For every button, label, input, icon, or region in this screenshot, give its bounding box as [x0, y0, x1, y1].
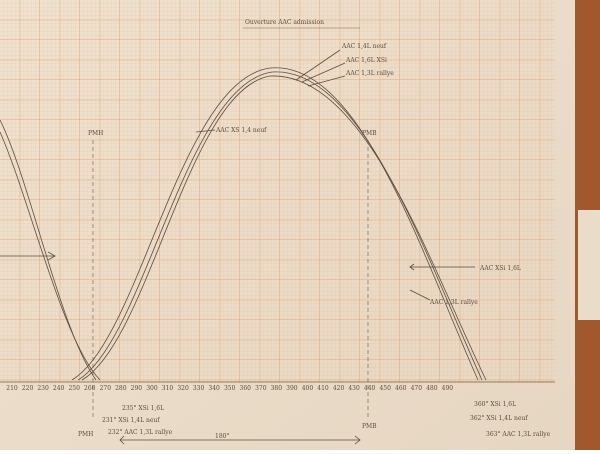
axis-label: 330	[193, 385, 205, 392]
note: 235° XSi 1,6L	[122, 405, 164, 412]
note: 232° AAC 1,3L rallye	[108, 429, 173, 436]
intake-curve	[81, 75, 487, 381]
arrow	[119, 435, 361, 445]
note: 231° XSi 1,4L neuf	[102, 417, 160, 424]
other-sheet	[578, 210, 600, 320]
note: 363° AAC 1,3L rallye	[486, 431, 551, 438]
axis-label: 370	[255, 385, 267, 392]
pmb-label: PMB	[362, 130, 377, 137]
axis-label: 420	[333, 385, 345, 392]
note: 362° XSi 1,4L neuf	[470, 415, 528, 422]
axis-label: 360	[240, 385, 252, 392]
axis-label: 480	[426, 385, 438, 392]
intake-curve	[71, 67, 479, 381]
curve-label: AAC XSi 1,6L	[479, 265, 521, 272]
axis-label: 240	[53, 385, 65, 392]
leader	[409, 289, 431, 301]
pmh-label: PMH	[88, 130, 103, 137]
axis-label: 390	[286, 385, 298, 392]
title: Ouverture AAC admission	[245, 19, 324, 26]
axis-label: 260	[84, 385, 96, 392]
axis-label: 270	[100, 385, 112, 392]
axis-label: 290	[131, 385, 143, 392]
curves	[0, 49, 487, 445]
curve-label: AAC 1,3L rallye	[429, 299, 478, 306]
axis-label: 210	[6, 385, 18, 392]
note: 360° XSi 1,6L	[474, 401, 516, 408]
axis-label: 470	[411, 385, 423, 392]
exhaust-curve	[0, 131, 101, 381]
axis-label: 230	[37, 385, 49, 392]
axis-label: 220	[22, 385, 34, 392]
arrow	[0, 251, 56, 261]
axis-label: 250	[68, 385, 80, 392]
axis-label: 450	[379, 385, 391, 392]
axis-label: 300	[146, 385, 158, 392]
axis-labels: 210 220 230 240 250 260 270 280 290 300 310 320 330 3…	[6, 385, 453, 392]
axis-label: 320	[177, 385, 189, 392]
axis-label: 410	[317, 385, 329, 392]
leader	[195, 49, 346, 133]
graph-grid	[0, 0, 555, 382]
exhaust-curve	[0, 119, 97, 381]
curve-label: AAC 1,4L neuf	[341, 43, 387, 50]
curve-label: AAC 1,3L rallye	[345, 70, 394, 77]
axis-label: 340	[208, 385, 220, 392]
axis-label: 440	[364, 385, 376, 392]
bottom-end: PMB	[362, 423, 377, 430]
axis-label: 430	[348, 385, 360, 392]
axis-label: 490	[442, 385, 454, 392]
axis-label: 350	[224, 385, 236, 392]
bottom-span: 180°	[215, 433, 229, 440]
axis-label: 460	[395, 385, 407, 392]
axis-label: 310	[162, 385, 174, 392]
intake-curve	[77, 71, 483, 381]
axis-label: 380	[271, 385, 283, 392]
arrow	[409, 263, 475, 271]
axis-label: 280	[115, 385, 127, 392]
curve-label: AAC XS 1,4 neuf	[215, 127, 267, 134]
axis-label: 400	[302, 385, 314, 392]
curve-label: AAC 1,6L XSi	[345, 57, 387, 64]
bottom-start: PMH	[78, 431, 93, 438]
